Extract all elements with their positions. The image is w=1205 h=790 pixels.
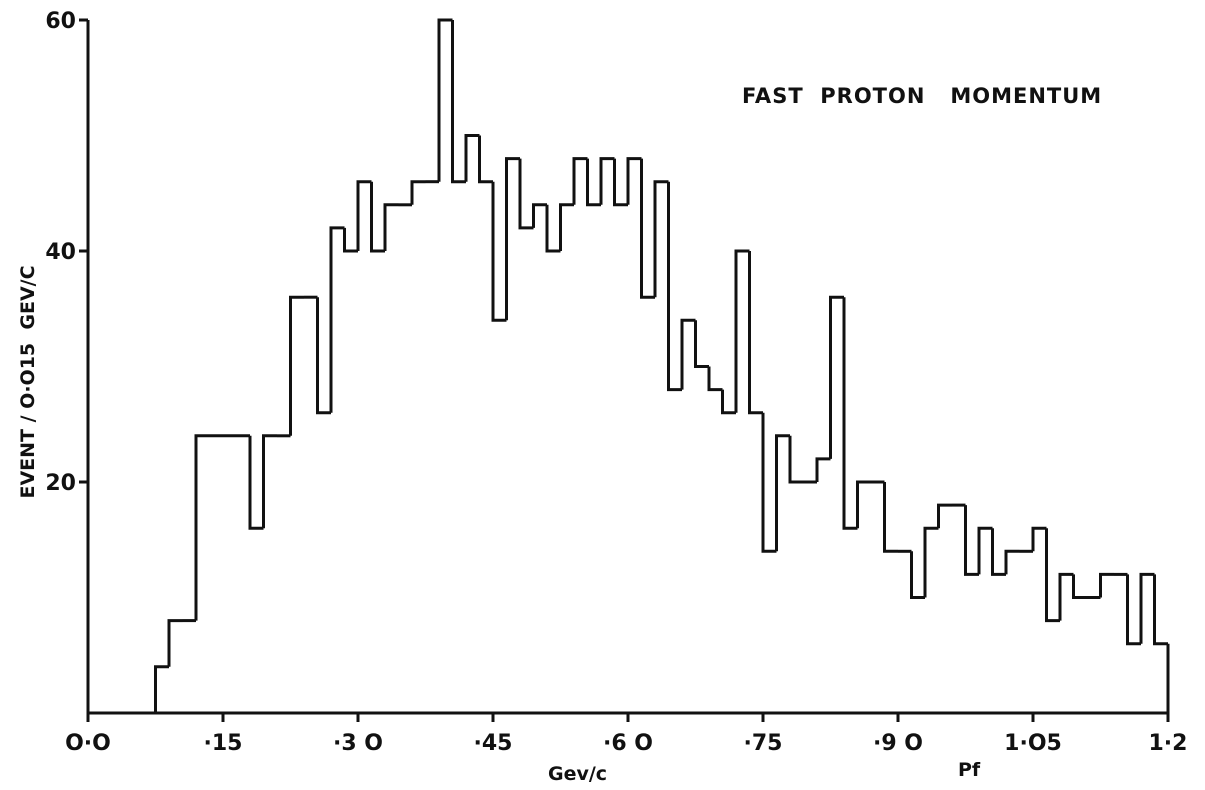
histogram-bar	[856, 480, 871, 529]
x-tick-label: ·9 O	[873, 731, 923, 756]
histogram-bar	[937, 503, 952, 529]
y-axis-label: EVENT / O·O15 GEV/C	[17, 265, 39, 498]
histogram-bar	[194, 434, 223, 621]
histogram-bar	[991, 528, 1006, 576]
histogram-bar	[707, 366, 723, 392]
y-tick-label: 40	[45, 240, 76, 265]
histogram-bar	[478, 135, 493, 184]
histogram-bar	[1058, 572, 1074, 621]
histogram-bar	[1153, 574, 1168, 646]
histogram-bar	[451, 20, 466, 184]
histogram-bar	[626, 157, 642, 205]
x-tick-label: ·15	[204, 731, 243, 756]
histogram-bar	[788, 435, 804, 484]
histogram-bar	[613, 158, 628, 207]
x-tick-label: 1·O5	[1004, 731, 1062, 756]
histogram-bar	[775, 434, 790, 552]
x-tick-label: O·O	[65, 731, 111, 756]
histogram-bar	[248, 435, 264, 530]
histogram-bar	[532, 203, 547, 228]
histogram-bar	[1004, 549, 1020, 575]
histogram-bar	[464, 134, 480, 182]
histogram-bar	[640, 158, 655, 299]
histogram-bar	[154, 665, 169, 713]
histogram-bar	[167, 619, 183, 667]
histogram-bar	[491, 181, 507, 322]
x-axis-variable-label: Pf	[958, 759, 981, 781]
histogram-bar	[842, 297, 858, 530]
histogram-bar	[748, 251, 763, 415]
y-tick-label: 60	[45, 9, 76, 34]
histogram-bar	[721, 389, 736, 415]
histogram-bar	[262, 434, 277, 529]
chart-title: FAST PROTON MOMENTUM	[742, 84, 1102, 108]
histogram-bar	[410, 180, 426, 205]
histogram-bar	[815, 457, 831, 482]
y-ticks: 20 40 60	[45, 9, 88, 496]
histogram-bar	[667, 181, 682, 392]
histogram-bar	[653, 180, 669, 298]
histogram-bar	[734, 249, 750, 413]
histogram-bar	[599, 157, 615, 205]
histogram-bar	[572, 157, 588, 205]
x-tick-label: 1·2	[1149, 731, 1188, 756]
axes	[86, 20, 1168, 715]
histogram-bar	[977, 526, 993, 575]
histogram-bar	[964, 505, 979, 576]
histogram-bar	[383, 203, 399, 251]
histogram-bar	[545, 204, 561, 253]
histogram-bar	[1045, 528, 1060, 623]
histogram-bars	[88, 18, 1170, 715]
histogram-bar	[923, 526, 939, 598]
histogram-bar	[343, 227, 358, 253]
histogram-bar	[1099, 572, 1114, 598]
histogram-bar	[586, 158, 601, 207]
histogram-bar	[1126, 574, 1141, 646]
histogram-bar	[1031, 526, 1047, 552]
histogram-bar	[910, 551, 925, 599]
x-axis-label: Gev/c	[548, 763, 607, 785]
x-tick-label: ·45	[474, 731, 513, 756]
histogram-bar	[559, 203, 574, 251]
histogram-bar	[883, 482, 898, 553]
histogram-bar	[505, 157, 520, 321]
x-ticks: O·O ·15 ·3 O ·45 ·6 O ·75 ·9 O 1·O5 1·2	[65, 713, 1187, 756]
histogram-bar	[829, 295, 844, 459]
histogram-bar	[761, 412, 777, 553]
histogram-bar	[1139, 572, 1155, 644]
histogram-bar	[518, 158, 534, 230]
histogram-bar	[316, 297, 331, 415]
histogram-bar	[329, 226, 345, 413]
histogram-bar	[370, 181, 385, 253]
x-tick-label: ·75	[744, 731, 783, 756]
y-tick-label: 20	[45, 471, 76, 496]
histogram-bar	[356, 180, 372, 251]
histogram-bar	[694, 320, 709, 368]
x-tick-label: ·6 O	[603, 731, 653, 756]
histogram-bar	[1072, 574, 1087, 599]
histogram-bar	[437, 18, 453, 182]
x-tick-label: ·3 O	[333, 731, 383, 756]
histogram-bar	[680, 318, 696, 390]
histogram-bar	[289, 295, 304, 436]
